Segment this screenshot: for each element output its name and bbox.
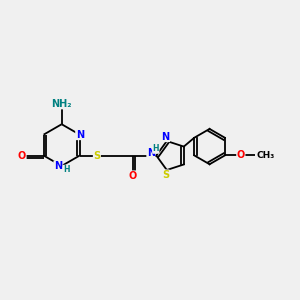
Text: CH₃: CH₃	[256, 151, 274, 160]
Text: N: N	[147, 148, 155, 158]
Text: O: O	[129, 171, 137, 181]
Text: S: S	[93, 151, 100, 160]
Text: N: N	[161, 132, 169, 142]
Text: O: O	[18, 151, 26, 160]
Text: N: N	[54, 161, 62, 171]
Text: NH₂: NH₂	[51, 99, 72, 109]
Text: S: S	[162, 170, 169, 180]
Text: N: N	[76, 130, 84, 140]
Text: O: O	[237, 150, 245, 161]
Text: H: H	[152, 144, 159, 153]
Text: H: H	[63, 165, 69, 174]
